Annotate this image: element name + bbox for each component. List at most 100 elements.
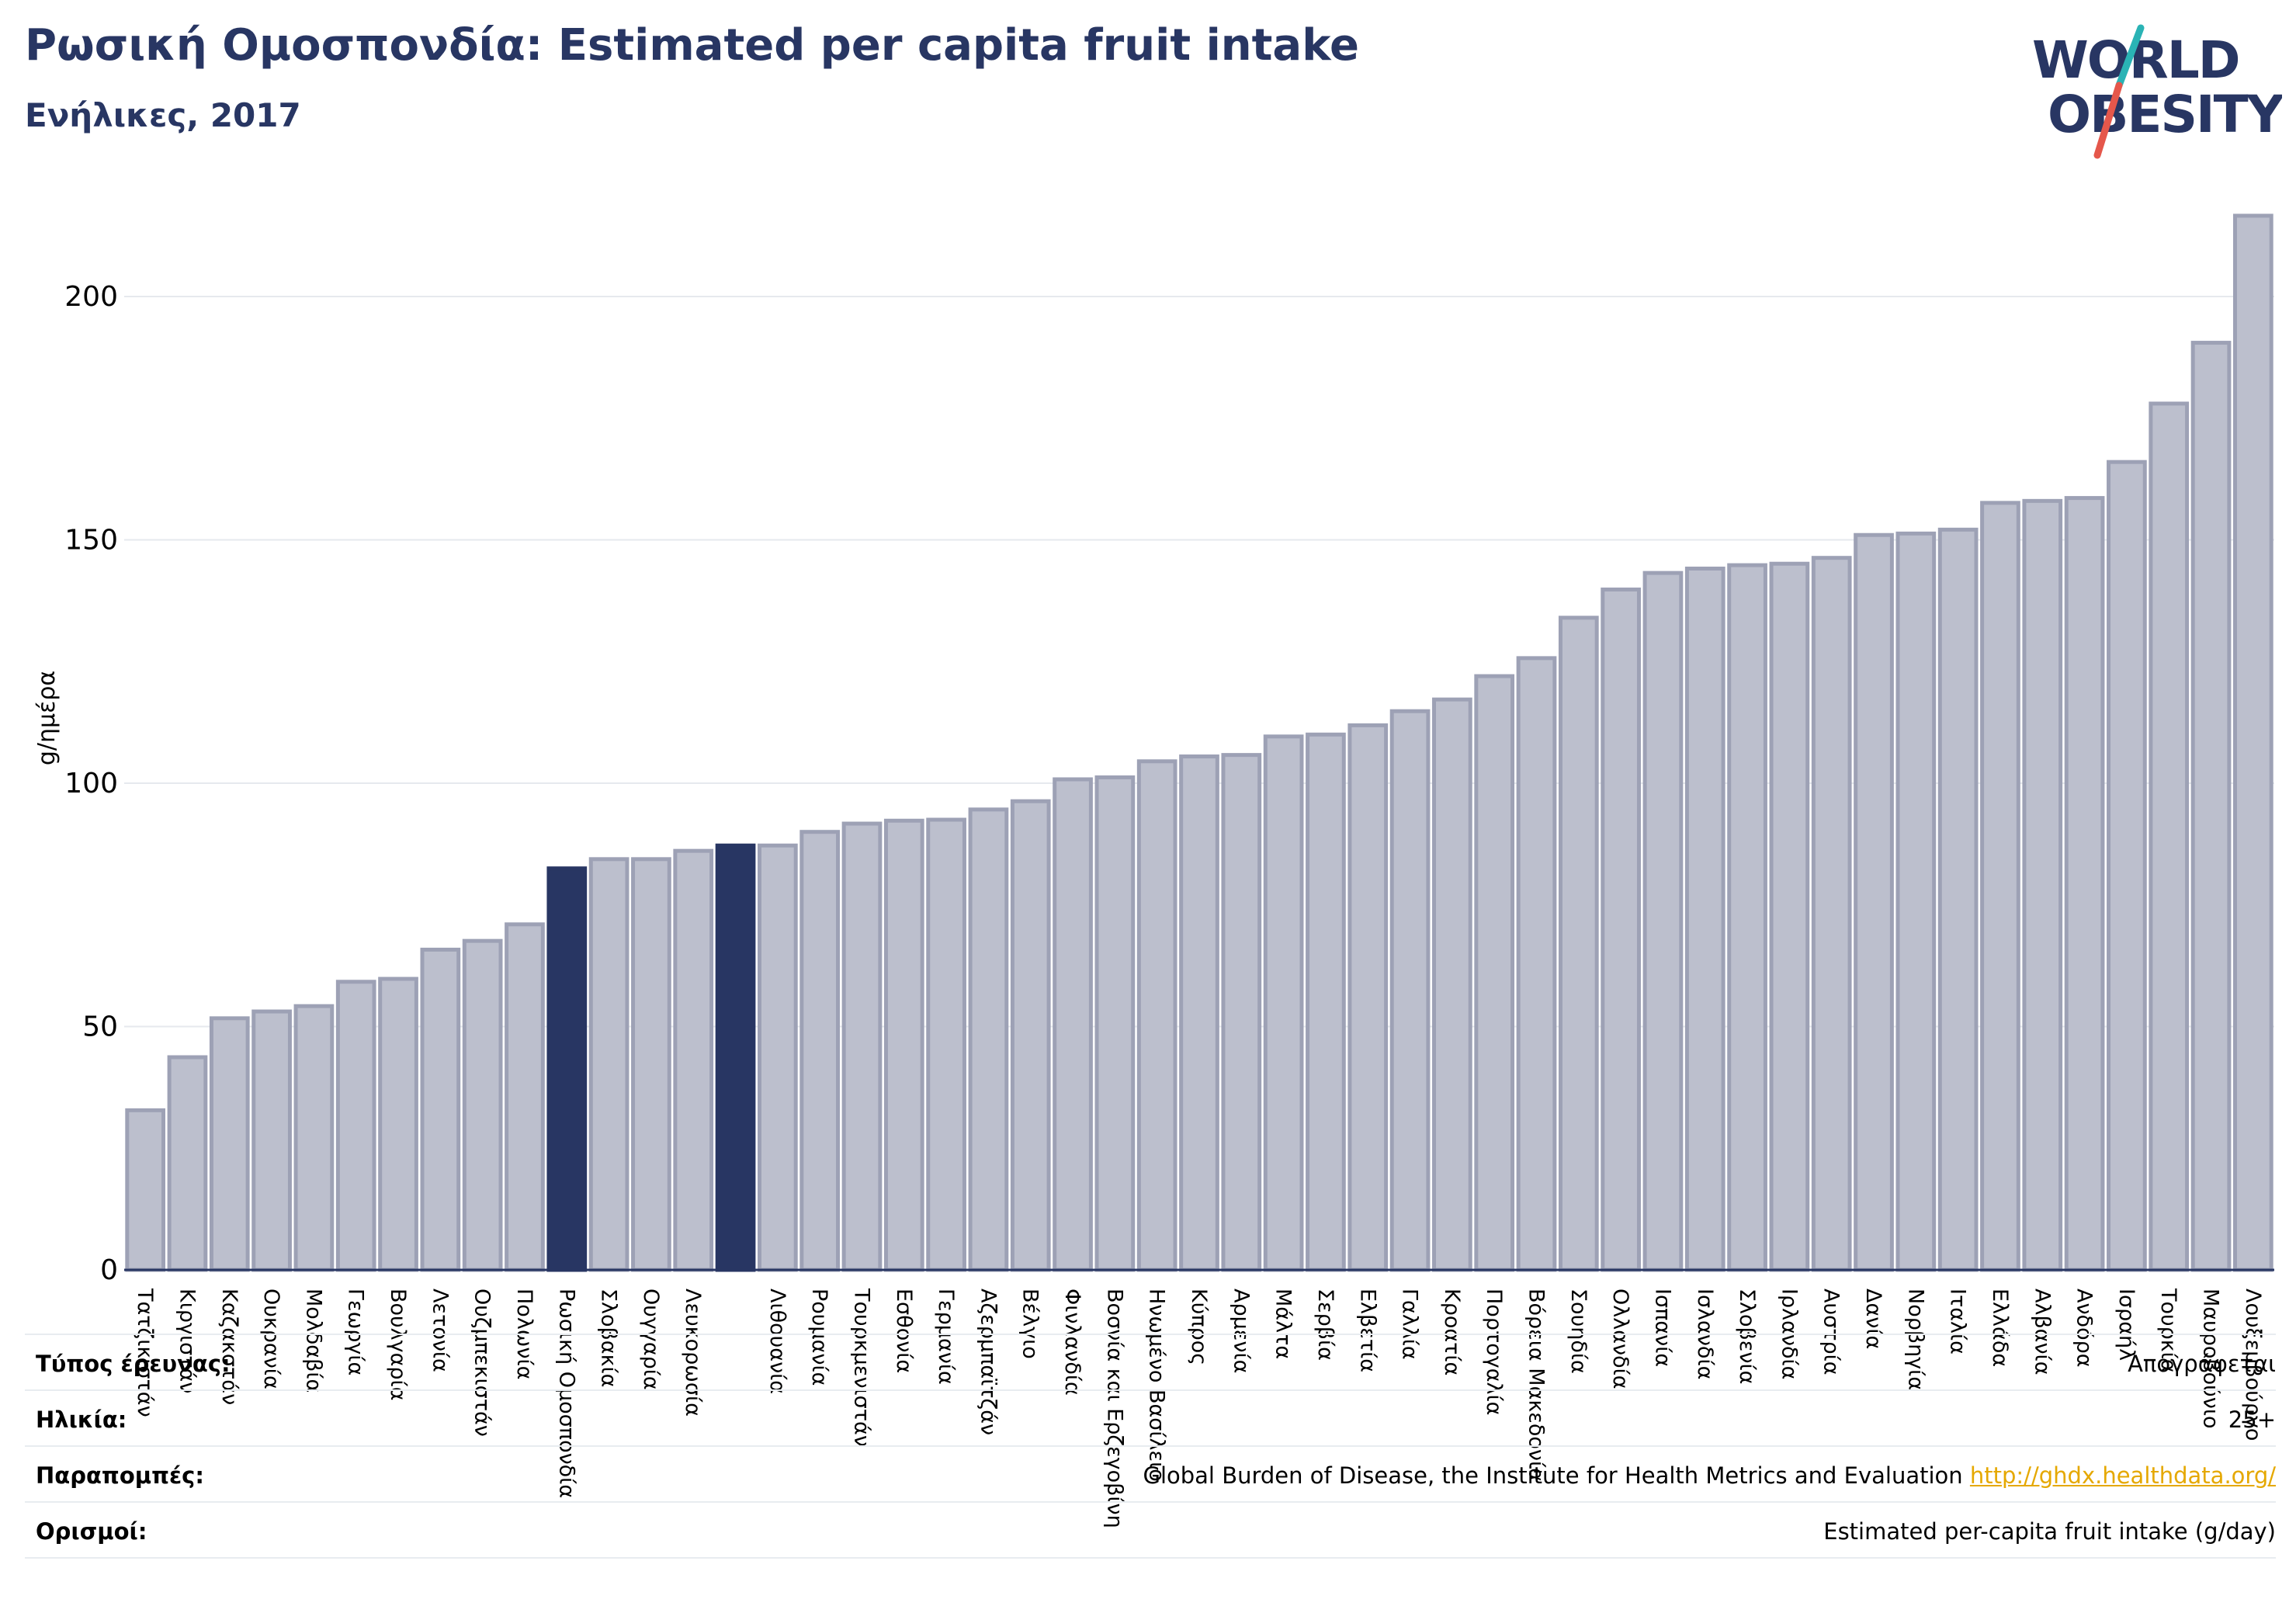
x-tick-label: Ιταλία (1946, 1289, 1970, 1354)
bar (1684, 566, 1725, 1272)
references-link[interactable]: http://ghdx.healthdata.org/ (1969, 1462, 2276, 1489)
bar (1010, 799, 1051, 1272)
bar (1642, 571, 1684, 1272)
logo-slash-teal (2115, 24, 2145, 89)
bar (167, 1055, 208, 1272)
x-tick-label: Τατζικιστάν (133, 1288, 157, 1417)
y-tick-label: 150 (64, 525, 118, 557)
logo-slash-red (2093, 82, 2123, 159)
bars (124, 213, 2274, 1272)
x-tick-label: Ανδόρα (2072, 1289, 2097, 1368)
bar (926, 817, 966, 1272)
logo-line-obesity: OBESITY (2048, 85, 2282, 144)
bar (1221, 753, 1262, 1272)
bar (505, 922, 545, 1272)
bar (1769, 561, 1810, 1272)
x-tick-label: Βουλγαρία (386, 1289, 410, 1401)
bar (2064, 496, 2105, 1272)
y-tick-label: 200 (64, 281, 118, 313)
meta-row-age: Ηλικία: 25+ (25, 1389, 2276, 1445)
y-tick-labels: 0 50 100 150 200 (64, 281, 118, 1286)
x-tick-label: Ρωσική Ομοσπονδία (554, 1289, 578, 1498)
bar (1389, 709, 1431, 1272)
bar (758, 843, 798, 1272)
meta-row-definitions: Ορισμοί: Estimated per-capita fruit inta… (25, 1501, 2276, 1559)
bar (209, 1016, 250, 1272)
x-tick-label: Μαυροβούνιο (2199, 1289, 2223, 1428)
x-tick-label: Ισραήλ (2114, 1289, 2138, 1361)
y-tick-label: 100 (64, 768, 118, 800)
definitions-value: Estimated per-capita fruit intake (g/day… (1823, 1518, 2276, 1545)
x-tick-label: Βοσνία και Ερζεγοβίνη (1102, 1289, 1126, 1528)
bar (125, 1108, 166, 1272)
chart-title: Ρωσική Ομοσπονδία: Estimated per capita … (25, 20, 1359, 71)
x-tick-labels: Τατζικιστάν Κιργιστάν Καζακστάν Ουκρανία Μολ… (133, 1288, 2265, 1528)
x-tick-label: Καζακστάν (217, 1289, 241, 1405)
bar (631, 857, 671, 1272)
x-tick-label: Σερβία (1313, 1289, 1337, 1361)
bar (1558, 616, 1599, 1272)
y-axis-label: g/ημέρα (33, 671, 61, 765)
x-tick-label: Κιργιστάν (175, 1289, 199, 1393)
bar (1937, 527, 1979, 1272)
bar (1347, 723, 1389, 1272)
bar (335, 980, 376, 1272)
x-tick-label: Κύπρος (1187, 1289, 1211, 1365)
bar (968, 807, 1009, 1272)
survey-type-value: Απογράφεται (2128, 1351, 2276, 1377)
bar (1727, 563, 1767, 1272)
x-tick-label: Σουηδία (1566, 1289, 1590, 1374)
bar (1895, 531, 1937, 1272)
x-tick-label: Ηνωμένο Βασίλειο (1145, 1289, 1169, 1482)
x-tick-label: Βόρεια Μακεδονία (1524, 1289, 1549, 1482)
bar-highlighted (715, 843, 756, 1272)
meta-row-references: Παραπομπές: Global Burden of Disease, th… (25, 1445, 2276, 1501)
bar (588, 857, 629, 1272)
x-tick-label: Ρουμανία (807, 1289, 831, 1386)
y-tick-label: 50 (82, 1011, 118, 1043)
bar (673, 848, 714, 1272)
x-tick-label: Αρμενία (1229, 1289, 1253, 1373)
bar (2149, 401, 2190, 1272)
bar (1094, 775, 1136, 1272)
x-tick-label: Ισπανία (1650, 1289, 1674, 1367)
chart-subtitle: Ενήλικες, 2017 (25, 96, 301, 134)
survey-type-label: Τύπος έρευνας: (36, 1351, 231, 1377)
x-tick-label: Ουκρανία (259, 1289, 283, 1389)
x-tick-label: Λιθουανία (765, 1289, 789, 1394)
bar (841, 821, 883, 1272)
x-tick-label: Κροατία (1440, 1289, 1464, 1375)
bar (420, 947, 461, 1272)
bar (883, 818, 924, 1272)
x-tick-label: Γερμανία (934, 1289, 958, 1385)
bar (1854, 532, 1894, 1272)
bar (1474, 674, 1515, 1272)
x-tick-label: Δανία (1861, 1289, 1885, 1349)
x-tick-label: Βέλγιο (1018, 1289, 1042, 1359)
x-tick-label: Μολδαβία (301, 1289, 325, 1393)
x-tick-label: Ελβετία (1355, 1289, 1379, 1372)
bar (1432, 697, 1472, 1272)
x-tick-label: Γεωργία (344, 1289, 368, 1375)
x-tick-label: Εσθονία (892, 1289, 916, 1373)
bar (1179, 754, 1219, 1272)
bar (799, 830, 841, 1272)
bar (1136, 759, 1177, 1272)
x-tick-label: Λετονία (428, 1289, 452, 1372)
bar (2190, 341, 2232, 1272)
y-tick-label: 0 (100, 1254, 118, 1286)
x-tick-label: Ολλανδία (1608, 1289, 1632, 1389)
x-tick-label: Αζερμπαϊτζάν (976, 1289, 1000, 1435)
world-obesity-logo: WORLD OBESITY (2032, 24, 2282, 159)
x-tick-label: Αλβανία (2030, 1289, 2054, 1375)
bar-highlighted (546, 866, 588, 1272)
x-tick-label: Ελλάδα (1988, 1289, 2012, 1367)
references-label: Παραπομπές: (36, 1462, 204, 1489)
x-tick-label: Πορτογαλία (1482, 1289, 1506, 1415)
bar (2022, 498, 2063, 1272)
x-tick-label: Ουγγαρία (639, 1289, 663, 1390)
bar (378, 976, 418, 1272)
meta-row-survey-type: Τύπος έρευνας: Απογράφεται (25, 1334, 2276, 1389)
definitions-label: Ορισμοί: (36, 1518, 147, 1545)
